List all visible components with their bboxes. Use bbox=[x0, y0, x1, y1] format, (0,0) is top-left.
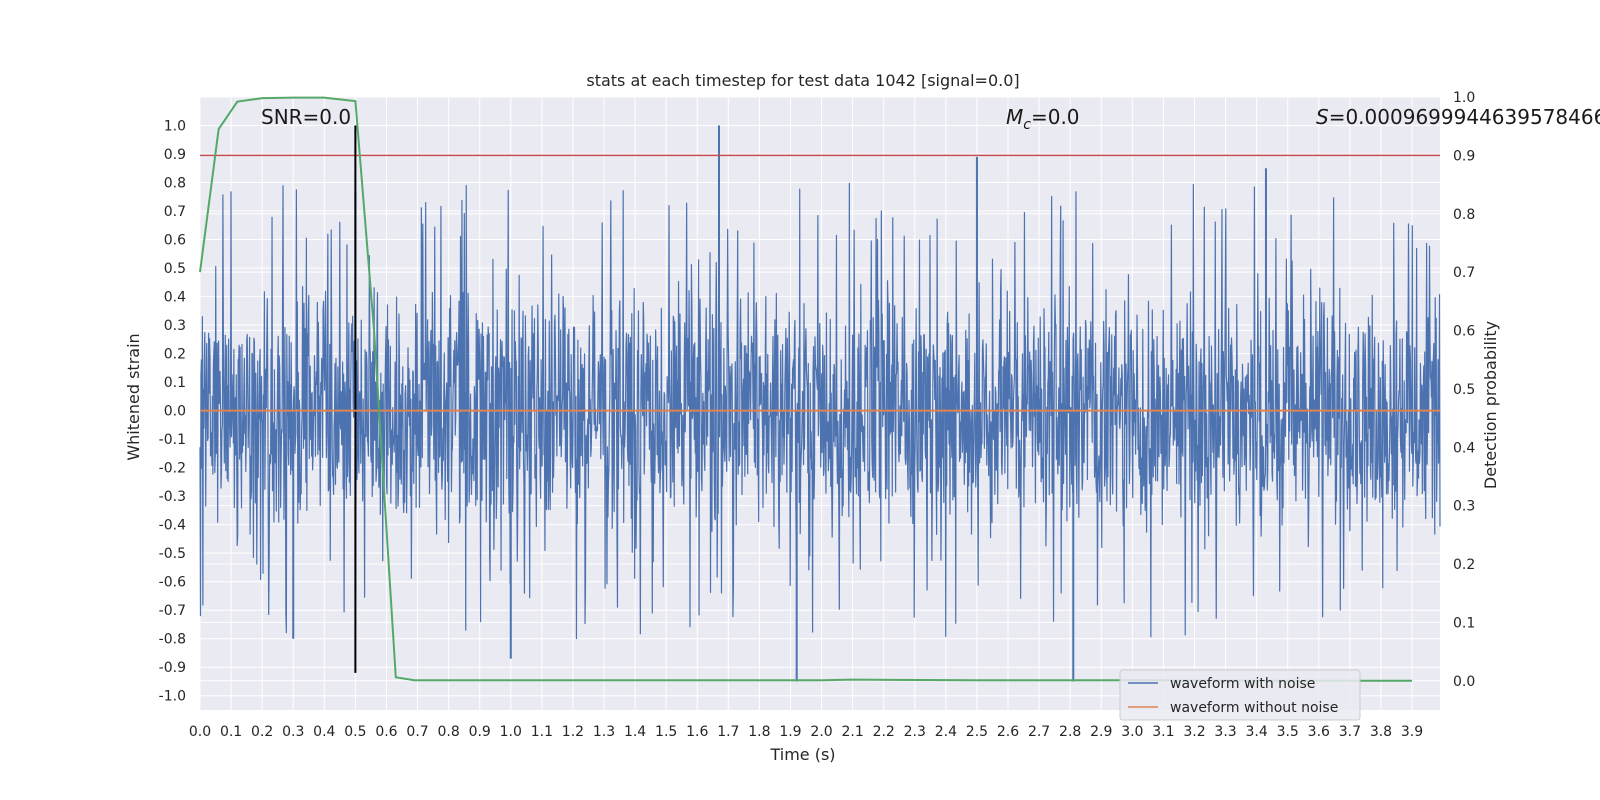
y-tick-label: 0.0 bbox=[164, 404, 186, 420]
y-tick-label: 0.2 bbox=[164, 347, 186, 363]
y-axis-label: Whitened strain bbox=[124, 333, 143, 460]
annotation-snr: SNR=0.0 bbox=[261, 105, 351, 129]
x-tick-label: 1.4 bbox=[624, 724, 646, 740]
y-right-tick-label: 0.3 bbox=[1453, 499, 1475, 515]
x-tick-label: 3.4 bbox=[1246, 724, 1268, 740]
x-tick-label: 3.3 bbox=[1214, 724, 1236, 740]
x-tick-label: 0.9 bbox=[469, 724, 491, 740]
y-tick-label: 0.1 bbox=[164, 375, 186, 391]
legend-label-clean: waveform without noise bbox=[1170, 700, 1338, 716]
x-tick-label: 1.1 bbox=[531, 724, 553, 740]
x-tick-label: 2.8 bbox=[1059, 724, 1081, 740]
x-tick-label: 0.6 bbox=[375, 724, 397, 740]
series-detection-probability bbox=[199, 96, 1413, 682]
y-tick-label: -0.4 bbox=[159, 518, 186, 534]
y-tick-label: -0.2 bbox=[159, 461, 186, 477]
y-tick-label: -0.9 bbox=[159, 660, 186, 676]
x-axis-label: Time (s) bbox=[769, 745, 835, 764]
x-tick-label: 0.4 bbox=[313, 724, 335, 740]
x-tick-label: 2.6 bbox=[997, 724, 1019, 740]
y-tick-label: 0.8 bbox=[164, 176, 186, 192]
x-tick-label: 3.5 bbox=[1277, 724, 1299, 740]
x-tick-label: 0.7 bbox=[406, 724, 428, 740]
noise-trace bbox=[199, 182, 1441, 640]
x-tick-label: 0.5 bbox=[344, 724, 366, 740]
x-tick-label: 2.1 bbox=[841, 724, 863, 740]
x-tick-label: 3.9 bbox=[1401, 724, 1423, 740]
y-tick-label: -0.6 bbox=[159, 575, 186, 591]
x-tick-label: 2.3 bbox=[904, 724, 926, 740]
y-tick-label: 1.0 bbox=[164, 119, 186, 135]
x-tick-label: 2.5 bbox=[966, 724, 988, 740]
x-tick-label: 3.8 bbox=[1370, 724, 1392, 740]
annotation-s-value: =0.0009699944639578466 bbox=[1329, 105, 1600, 129]
annotation-mc-value: =0.0 bbox=[1031, 105, 1080, 129]
y-right-tick-label: 0.6 bbox=[1453, 324, 1475, 340]
y-tick-label: 0.4 bbox=[164, 290, 186, 306]
x-tick-label: 0.2 bbox=[251, 724, 273, 740]
y-right-tick-label: 0.9 bbox=[1453, 148, 1475, 164]
y-right-tick-label: 0.8 bbox=[1453, 207, 1475, 223]
chart-title: stats at each timestep for test data 104… bbox=[586, 71, 1019, 90]
y-tick-label: 0.3 bbox=[164, 318, 186, 334]
legend-box bbox=[1119, 669, 1361, 721]
x-tick-label: 1.8 bbox=[748, 724, 770, 740]
x-tick-label: 3.7 bbox=[1339, 724, 1361, 740]
x-tick-label: 1.0 bbox=[500, 724, 522, 740]
x-tick-label: 3.1 bbox=[1152, 724, 1174, 740]
y-right-tick-label: 0.2 bbox=[1453, 557, 1475, 573]
annotation-s-symbol: S bbox=[1316, 105, 1329, 129]
y-tick-label: 0.7 bbox=[164, 204, 186, 220]
y-right-tick-label: 0.4 bbox=[1453, 440, 1475, 456]
y-right-tick-label: 0.5 bbox=[1453, 382, 1475, 398]
y-tick-label: 0.6 bbox=[164, 233, 186, 249]
y-tick-label: -0.5 bbox=[159, 546, 186, 562]
annotation-mc: Mc=0.0 bbox=[1006, 105, 1080, 133]
x-tick-label: 1.5 bbox=[655, 724, 677, 740]
x-tick-labels: 0.0 0.1 0.2 0.3 0.4 0.5 0.6 0.7 0.8 0.9 1.0 1.1 1.2 1… bbox=[189, 724, 1423, 740]
x-tick-label: 3.2 bbox=[1183, 724, 1205, 740]
y-tick-label: 0.5 bbox=[164, 261, 186, 277]
y-right-tick-label: 0.7 bbox=[1453, 265, 1475, 281]
x-tick-label: 2.9 bbox=[1090, 724, 1112, 740]
y-tick-label: -1.0 bbox=[159, 689, 186, 705]
legend-label-noise: waveform with noise bbox=[1170, 676, 1315, 692]
y-tick-label: -0.7 bbox=[159, 603, 186, 619]
y-tick-label: -0.8 bbox=[159, 632, 186, 648]
y-right-tick-labels: 1.0 0.9 0.8 0.7 0.6 0.5 0.4 0.3 0.2 0.1 0.0 bbox=[1453, 90, 1475, 690]
x-tick-label: 0.1 bbox=[220, 724, 242, 740]
series-lines bbox=[199, 96, 1440, 682]
x-tick-label: 1.2 bbox=[562, 724, 584, 740]
x-tick-label: 2.0 bbox=[810, 724, 832, 740]
y-tick-label: -0.1 bbox=[159, 432, 186, 448]
x-tick-label: 1.6 bbox=[686, 724, 708, 740]
x-tick-label: 0.3 bbox=[282, 724, 304, 740]
x-tick-label: 1.9 bbox=[779, 724, 801, 740]
x-tick-label: 0.8 bbox=[437, 724, 459, 740]
y-tick-labels: 1.0 0.9 0.8 0.7 0.6 0.5 0.4 0.3 0.2 0.1 0.0 -0.1 -0.… bbox=[159, 119, 186, 705]
x-tick-label: 3.6 bbox=[1308, 724, 1330, 740]
x-tick-label: 0.0 bbox=[189, 724, 211, 740]
y-right-tick-label: 0.0 bbox=[1453, 674, 1475, 690]
annotation-s: S=0.0009699944639578466 bbox=[1316, 105, 1600, 129]
x-tick-label: 2.4 bbox=[935, 724, 957, 740]
x-tick-label: 2.7 bbox=[1028, 724, 1050, 740]
y-right-tick-label: 1.0 bbox=[1453, 90, 1475, 106]
y-right-tick-label: 0.1 bbox=[1453, 615, 1475, 631]
y-right-axis-label: Detection probability bbox=[1481, 321, 1500, 489]
x-tick-label: 1.3 bbox=[593, 724, 615, 740]
annotation-mc-symbol: M bbox=[1006, 105, 1023, 129]
x-tick-label: 3.0 bbox=[1121, 724, 1143, 740]
x-tick-label: 1.7 bbox=[717, 724, 739, 740]
annotation-mc-sub: c bbox=[1023, 117, 1031, 133]
x-tick-label: 2.2 bbox=[873, 724, 895, 740]
legend: waveform with noise waveform without noi… bbox=[1119, 669, 1361, 721]
y-tick-label: -0.3 bbox=[159, 489, 186, 505]
y-tick-label: 0.9 bbox=[164, 147, 186, 163]
